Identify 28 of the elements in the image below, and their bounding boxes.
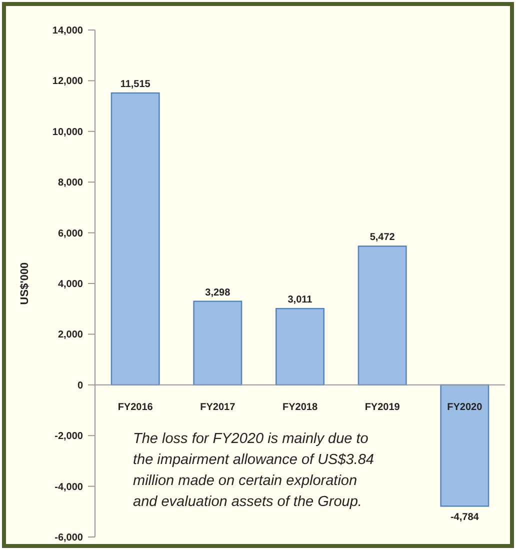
data-label: 3,298 [205, 287, 231, 298]
y-tick-label: 2,000 [58, 330, 84, 341]
data-label: 11,515 [120, 78, 151, 90]
annotation: The loss for FY2020 is mainly due to the impairment allowance of US$3.84 million made on certain exploration and evaluation assets of the Group. [133, 431, 374, 510]
data-label: 5,472 [370, 232, 396, 244]
y-axis-title: US$'000 [19, 262, 31, 305]
x-tick-label: FY2019 [364, 402, 400, 413]
y-tick-label: 8,000 [58, 178, 84, 189]
x-tick-label: FY2017 [200, 402, 236, 413]
y-tick-label: 12,000 [52, 76, 84, 88]
y-tick-label: 4,000 [58, 279, 84, 290]
y-tick-label: 14,000 [52, 26, 84, 36]
bar [358, 246, 407, 386]
bar [110, 92, 160, 386]
x-tick-label: FY2018 [282, 402, 318, 413]
bar [193, 300, 242, 386]
y-tick-label: -4,000 [54, 482, 84, 493]
y-tick-label: -2,000 [54, 431, 84, 442]
y-tick-label: 0 [77, 380, 84, 392]
y-tick-label: -6,000 [54, 532, 84, 544]
bar [440, 384, 490, 507]
x-tick-label: FY2016 [118, 402, 154, 413]
x-tick-label: FY2020 [447, 402, 483, 413]
data-label: 3,011 [288, 294, 313, 306]
y-tick-label: 6,000 [58, 228, 84, 240]
y-tick-label: 10,000 [52, 126, 84, 138]
bar [276, 308, 324, 386]
data-label: -4,784 [450, 512, 480, 524]
